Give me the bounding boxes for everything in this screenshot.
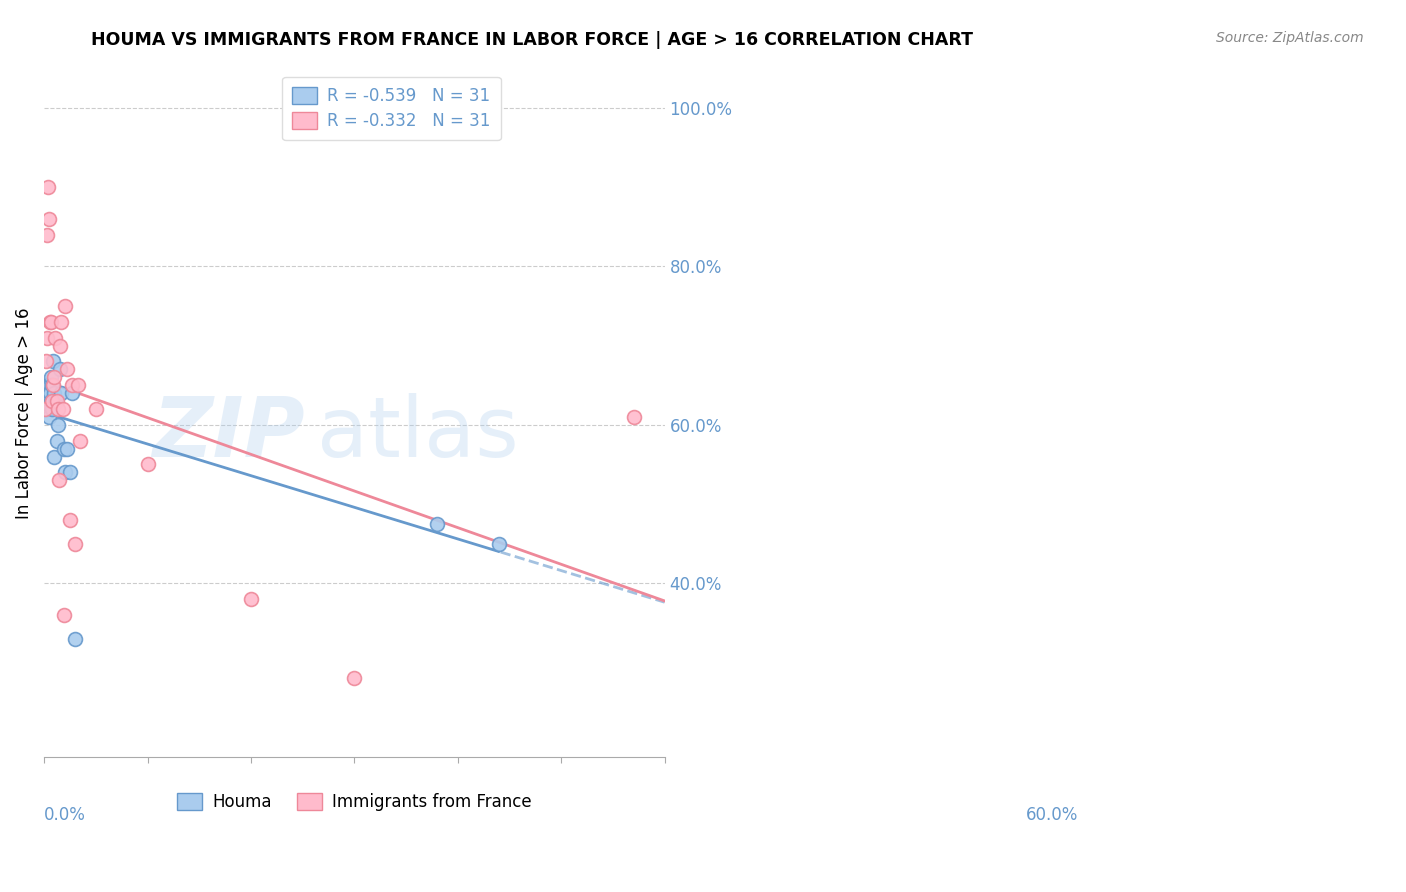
Point bbox=[44, 331, 66, 345]
Point bbox=[136, 458, 159, 472]
Point bbox=[69, 434, 91, 448]
Point bbox=[46, 402, 69, 417]
Point bbox=[39, 315, 62, 329]
Point bbox=[623, 409, 645, 424]
Text: ZIP: ZIP bbox=[152, 393, 305, 475]
Point bbox=[60, 378, 83, 392]
Point bbox=[52, 607, 75, 622]
Point bbox=[42, 354, 65, 368]
Point bbox=[37, 386, 59, 401]
Point bbox=[37, 378, 59, 392]
Point bbox=[45, 434, 67, 448]
Text: Source: ZipAtlas.com: Source: ZipAtlas.com bbox=[1216, 31, 1364, 45]
Point bbox=[56, 362, 79, 376]
Point bbox=[41, 402, 63, 417]
Y-axis label: In Labor Force | Age > 16: In Labor Force | Age > 16 bbox=[15, 307, 32, 519]
Point bbox=[35, 354, 58, 368]
Point bbox=[239, 592, 262, 607]
Point bbox=[41, 370, 63, 384]
Point bbox=[41, 394, 63, 409]
Point bbox=[488, 536, 510, 550]
Point bbox=[44, 386, 66, 401]
Point bbox=[41, 394, 63, 409]
Point bbox=[53, 466, 76, 480]
Point bbox=[44, 450, 66, 464]
Point bbox=[52, 442, 75, 456]
Point bbox=[34, 398, 56, 412]
Point bbox=[37, 180, 59, 194]
Point bbox=[37, 402, 59, 417]
Point bbox=[38, 211, 60, 226]
Point bbox=[48, 473, 70, 487]
Point bbox=[53, 299, 76, 313]
Point bbox=[63, 632, 86, 646]
Point bbox=[45, 394, 67, 409]
Text: 0.0%: 0.0% bbox=[44, 805, 86, 823]
Point bbox=[38, 409, 60, 424]
Point bbox=[44, 370, 66, 384]
Point bbox=[84, 402, 107, 417]
Point bbox=[37, 394, 59, 409]
Point bbox=[59, 466, 82, 480]
Point bbox=[46, 417, 69, 432]
Point bbox=[38, 398, 60, 412]
Text: HOUMA VS IMMIGRANTS FROM FRANCE IN LABOR FORCE | AGE > 16 CORRELATION CHART: HOUMA VS IMMIGRANTS FROM FRANCE IN LABOR… bbox=[91, 31, 973, 49]
Text: atlas: atlas bbox=[318, 393, 519, 475]
Point bbox=[56, 442, 79, 456]
Point bbox=[49, 315, 72, 329]
Point bbox=[343, 671, 366, 685]
Point bbox=[63, 536, 86, 550]
Point bbox=[34, 402, 56, 417]
Text: 60.0%: 60.0% bbox=[1026, 805, 1078, 823]
Point bbox=[67, 378, 90, 392]
Point bbox=[37, 227, 59, 242]
Point bbox=[48, 362, 70, 376]
Legend: Houma, Immigrants from France: Houma, Immigrants from France bbox=[170, 787, 538, 818]
Point bbox=[59, 513, 82, 527]
Point bbox=[48, 339, 70, 353]
Point bbox=[426, 516, 449, 531]
Point bbox=[49, 386, 72, 401]
Point bbox=[44, 394, 66, 409]
Point bbox=[41, 315, 63, 329]
Point bbox=[39, 378, 62, 392]
Point bbox=[35, 386, 58, 401]
Point bbox=[39, 386, 62, 401]
Point bbox=[52, 402, 75, 417]
Point bbox=[38, 394, 60, 409]
Point bbox=[41, 378, 63, 392]
Point bbox=[42, 378, 65, 392]
Point bbox=[37, 331, 59, 345]
Point bbox=[60, 386, 83, 401]
